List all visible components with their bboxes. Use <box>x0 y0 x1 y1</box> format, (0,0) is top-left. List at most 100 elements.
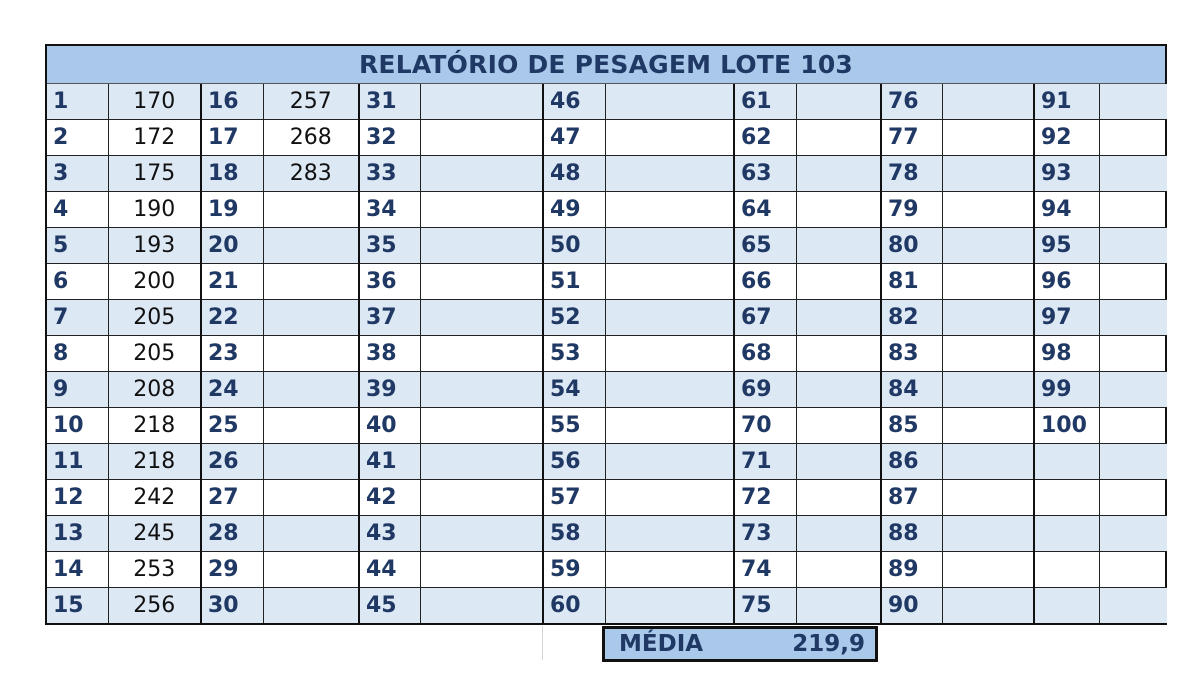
weight-cell[interactable] <box>263 443 360 480</box>
animal-number-cell[interactable]: 74 <box>734 551 797 588</box>
animal-number-cell[interactable]: 87 <box>881 479 943 516</box>
weight-cell[interactable] <box>942 227 1035 264</box>
weight-cell[interactable] <box>796 335 882 372</box>
weight-cell[interactable] <box>420 335 544 372</box>
animal-number-cell[interactable]: 60 <box>543 587 606 623</box>
animal-number-cell[interactable]: 25 <box>201 407 264 444</box>
weight-cell[interactable] <box>796 155 882 192</box>
weight-cell[interactable] <box>605 551 735 588</box>
animal-number-cell[interactable]: 67 <box>734 299 797 336</box>
animal-number-cell[interactable]: 80 <box>881 227 943 264</box>
animal-number-cell[interactable]: 38 <box>359 335 421 372</box>
animal-number-cell[interactable]: 1 <box>47 84 109 120</box>
animal-number-cell[interactable]: 49 <box>543 191 606 228</box>
weight-cell[interactable] <box>605 263 735 300</box>
animal-number-cell[interactable]: 70 <box>734 407 797 444</box>
weight-cell[interactable] <box>420 371 544 408</box>
weight-cell[interactable] <box>605 407 735 444</box>
animal-number-cell[interactable]: 36 <box>359 263 421 300</box>
weight-cell[interactable] <box>605 443 735 480</box>
animal-number-cell[interactable] <box>1034 587 1100 623</box>
animal-number-cell[interactable]: 17 <box>201 119 264 156</box>
animal-number-cell[interactable]: 40 <box>359 407 421 444</box>
weight-cell[interactable] <box>605 479 735 516</box>
weight-cell[interactable]: 283 <box>263 155 360 192</box>
weight-cell[interactable] <box>263 191 360 228</box>
weight-cell[interactable]: 257 <box>263 84 360 120</box>
weight-cell[interactable] <box>796 119 882 156</box>
animal-number-cell[interactable]: 84 <box>881 371 943 408</box>
weight-cell[interactable]: 256 <box>108 587 202 623</box>
animal-number-cell[interactable]: 69 <box>734 371 797 408</box>
weight-cell[interactable] <box>1099 84 1167 120</box>
weight-cell[interactable] <box>796 84 882 120</box>
weight-cell[interactable]: 208 <box>108 371 202 408</box>
weight-cell[interactable] <box>942 371 1035 408</box>
animal-number-cell[interactable]: 33 <box>359 155 421 192</box>
weight-cell[interactable] <box>263 479 360 516</box>
animal-number-cell[interactable]: 23 <box>201 335 264 372</box>
animal-number-cell[interactable]: 64 <box>734 191 797 228</box>
weight-cell[interactable]: 205 <box>108 335 202 372</box>
weight-cell[interactable]: 218 <box>108 407 202 444</box>
animal-number-cell[interactable]: 44 <box>359 551 421 588</box>
weight-cell[interactable] <box>796 371 882 408</box>
weight-cell[interactable]: 253 <box>108 551 202 588</box>
weight-cell[interactable] <box>263 227 360 264</box>
weight-cell[interactable]: 205 <box>108 299 202 336</box>
animal-number-cell[interactable]: 100 <box>1034 407 1100 444</box>
animal-number-cell[interactable]: 50 <box>543 227 606 264</box>
animal-number-cell[interactable]: 66 <box>734 263 797 300</box>
weight-cell[interactable] <box>1099 263 1167 300</box>
animal-number-cell[interactable]: 29 <box>201 551 264 588</box>
weight-cell[interactable] <box>942 263 1035 300</box>
weight-cell[interactable] <box>420 587 544 623</box>
weight-cell[interactable] <box>605 119 735 156</box>
weight-cell[interactable] <box>1099 227 1167 264</box>
animal-number-cell[interactable]: 83 <box>881 335 943 372</box>
animal-number-cell[interactable]: 21 <box>201 263 264 300</box>
animal-number-cell[interactable]: 48 <box>543 155 606 192</box>
weight-cell[interactable] <box>1099 155 1167 192</box>
animal-number-cell[interactable]: 34 <box>359 191 421 228</box>
weight-cell[interactable]: 268 <box>263 119 360 156</box>
weight-cell[interactable] <box>1099 371 1167 408</box>
weight-cell[interactable] <box>796 587 882 623</box>
animal-number-cell[interactable]: 18 <box>201 155 264 192</box>
animal-number-cell[interactable]: 24 <box>201 371 264 408</box>
weight-cell[interactable]: 218 <box>108 443 202 480</box>
weight-cell[interactable]: 170 <box>108 84 202 120</box>
weight-cell[interactable] <box>263 515 360 552</box>
weight-cell[interactable] <box>420 479 544 516</box>
animal-number-cell[interactable]: 63 <box>734 155 797 192</box>
animal-number-cell[interactable]: 20 <box>201 227 264 264</box>
animal-number-cell[interactable]: 75 <box>734 587 797 623</box>
animal-number-cell[interactable]: 88 <box>881 515 943 552</box>
animal-number-cell[interactable]: 9 <box>47 371 109 408</box>
weight-cell[interactable] <box>942 335 1035 372</box>
animal-number-cell[interactable]: 94 <box>1034 191 1100 228</box>
weight-cell[interactable] <box>420 119 544 156</box>
weight-cell[interactable] <box>942 191 1035 228</box>
animal-number-cell[interactable]: 81 <box>881 263 943 300</box>
weight-cell[interactable] <box>1099 119 1167 156</box>
animal-number-cell[interactable]: 7 <box>47 299 109 336</box>
animal-number-cell[interactable]: 82 <box>881 299 943 336</box>
weight-cell[interactable] <box>796 191 882 228</box>
animal-number-cell[interactable] <box>1034 515 1100 552</box>
weight-cell[interactable] <box>605 191 735 228</box>
animal-number-cell[interactable]: 45 <box>359 587 421 623</box>
weight-cell[interactable] <box>420 191 544 228</box>
weight-cell[interactable] <box>605 515 735 552</box>
animal-number-cell[interactable]: 4 <box>47 191 109 228</box>
weight-cell[interactable] <box>1099 443 1167 480</box>
weight-cell[interactable] <box>420 155 544 192</box>
weight-cell[interactable] <box>942 443 1035 480</box>
animal-number-cell[interactable]: 16 <box>201 84 264 120</box>
animal-number-cell[interactable]: 76 <box>881 84 943 120</box>
weight-cell[interactable] <box>605 587 735 623</box>
animal-number-cell[interactable]: 97 <box>1034 299 1100 336</box>
animal-number-cell[interactable]: 91 <box>1034 84 1100 120</box>
animal-number-cell[interactable]: 68 <box>734 335 797 372</box>
weight-cell[interactable] <box>942 84 1035 120</box>
